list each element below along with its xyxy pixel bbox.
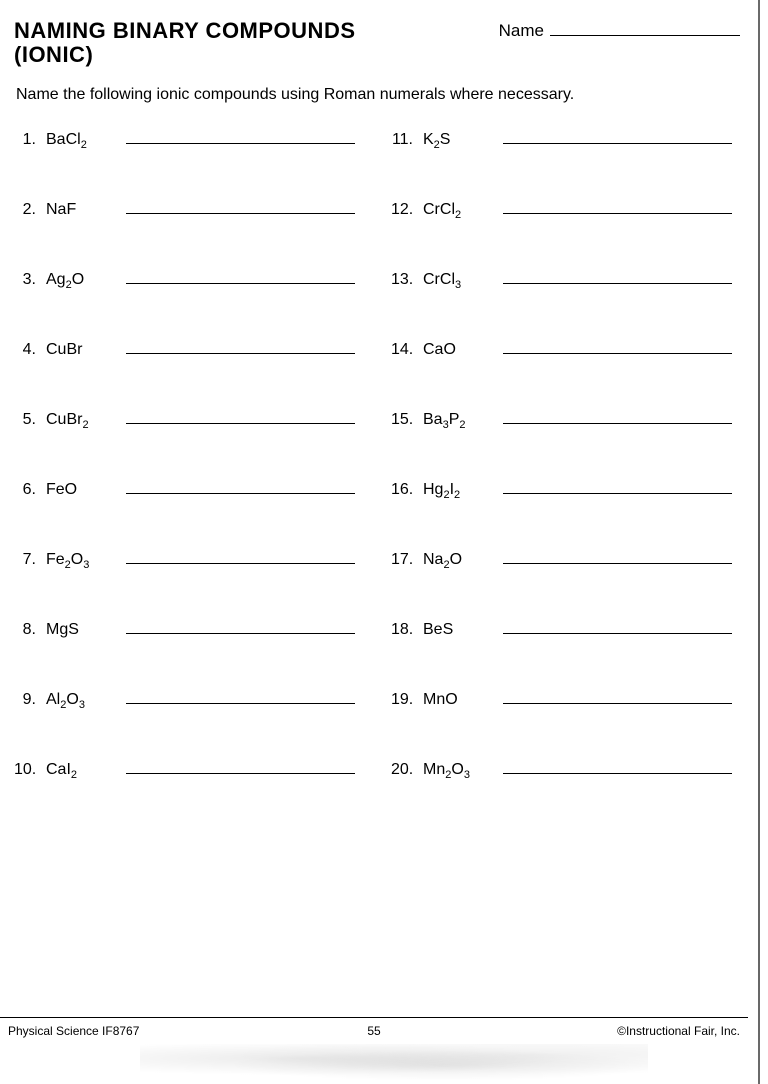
problem-number: 2. [14,201,42,219]
problem-row: 5.CuBr2 [14,410,363,480]
problem-row: 4.CuBr [14,340,363,410]
answer-blank-line[interactable] [503,550,732,564]
problem-number: 14. [391,341,419,359]
problem-row: 8.MgS [14,620,363,690]
right-column: 11.K2S12.CrCl213.CrCl314.CaO15.Ba3P216.H… [391,130,740,830]
title-line-1: NAMING BINARY COMPOUNDS [14,18,459,44]
chemical-formula: BeS [419,621,497,639]
problem-number: 16. [391,481,419,499]
problem-row: 20.Mn2O3 [391,760,740,830]
answer-blank-line[interactable] [126,200,355,214]
answer-blank-line[interactable] [126,270,355,284]
chemical-formula: MgS [42,621,120,639]
footer-left: Physical Science IF8767 [8,1024,252,1038]
problem-number: 10. [14,761,42,779]
problem-row: 1.BaCl2 [14,130,363,200]
chemical-formula: CrCl3 [419,271,497,291]
scan-edge-shadow [758,0,760,1084]
chemical-formula: Fe2O3 [42,551,120,571]
answer-blank-line[interactable] [503,410,732,424]
problem-number: 6. [14,481,42,499]
problem-number: 13. [391,271,419,289]
name-field: Name [499,20,740,41]
problem-row: 9.Al2O3 [14,690,363,760]
problem-number: 20. [391,761,419,779]
chemical-formula: Na2O [419,551,497,571]
problem-row: 16.Hg2I2 [391,480,740,550]
footer: Physical Science IF8767 55 ©Instructiona… [0,1024,748,1038]
answer-blank-line[interactable] [503,760,732,774]
answer-blank-line[interactable] [503,130,732,144]
answer-blank-line[interactable] [126,480,355,494]
problem-number: 5. [14,411,42,429]
problem-row: 6.FeO [14,480,363,550]
chemical-formula: CuBr2 [42,411,120,431]
answer-blank-line[interactable] [126,410,355,424]
problem-number: 15. [391,411,419,429]
chemical-formula: MnO [419,691,497,709]
name-label: Name [499,21,544,41]
scan-smudge [140,1044,648,1080]
footer-right: ©Instructional Fair, Inc. [496,1024,740,1038]
answer-blank-line[interactable] [126,340,355,354]
problem-row: 11.K2S [391,130,740,200]
problem-row: 17.Na2O [391,550,740,620]
header-row: NAMING BINARY COMPOUNDS (IONIC) Name [14,18,740,68]
problem-number: 12. [391,201,419,219]
answer-blank-line[interactable] [503,270,732,284]
chemical-formula: Ag2O [42,271,120,291]
chemical-formula: CuBr [42,341,120,359]
problem-row: 14.CaO [391,340,740,410]
answer-blank-line[interactable] [126,620,355,634]
problem-number: 11. [391,131,419,149]
problem-row: 2.NaF [14,200,363,270]
problem-number: 17. [391,551,419,569]
problem-number: 7. [14,551,42,569]
chemical-formula: Hg2I2 [419,481,497,501]
problem-columns: 1.BaCl22.NaF3.Ag2O4.CuBr5.CuBr26.FeO7.Fe… [14,130,740,830]
problem-number: 4. [14,341,42,359]
answer-blank-line[interactable] [126,130,355,144]
problem-number: 18. [391,621,419,639]
footer-page-number: 55 [252,1024,496,1038]
instruction-text: Name the following ionic compounds using… [14,86,740,104]
answer-blank-line[interactable] [503,480,732,494]
left-column: 1.BaCl22.NaF3.Ag2O4.CuBr5.CuBr26.FeO7.Fe… [14,130,363,830]
chemical-formula: Ba3P2 [419,411,497,431]
title-block: NAMING BINARY COMPOUNDS (IONIC) [14,18,459,68]
problem-row: 3.Ag2O [14,270,363,340]
problem-number: 9. [14,691,42,709]
name-blank-line[interactable] [550,20,740,36]
problem-number: 8. [14,621,42,639]
answer-blank-line[interactable] [126,690,355,704]
footer-rule [0,1017,748,1018]
chemical-formula: NaF [42,201,120,219]
chemical-formula: Mn2O3 [419,761,497,781]
problem-row: 12.CrCl2 [391,200,740,270]
answer-blank-line[interactable] [126,760,355,774]
problem-row: 18.BeS [391,620,740,690]
problem-row: 7.Fe2O3 [14,550,363,620]
chemical-formula: CrCl2 [419,201,497,221]
problem-row: 13.CrCl3 [391,270,740,340]
problem-row: 15.Ba3P2 [391,410,740,480]
answer-blank-line[interactable] [503,340,732,354]
chemical-formula: K2S [419,131,497,151]
problem-number: 1. [14,131,42,149]
problem-row: 19.MnO [391,690,740,760]
answer-blank-line[interactable] [503,620,732,634]
problem-number: 3. [14,271,42,289]
chemical-formula: CaO [419,341,497,359]
chemical-formula: FeO [42,481,120,499]
problem-number: 19. [391,691,419,709]
chemical-formula: Al2O3 [42,691,120,711]
chemical-formula: BaCl2 [42,131,120,151]
answer-blank-line[interactable] [126,550,355,564]
answer-blank-line[interactable] [503,690,732,704]
title-line-2: (IONIC) [14,42,459,68]
chemical-formula: CaI2 [42,761,120,781]
answer-blank-line[interactable] [503,200,732,214]
problem-row: 10.CaI2 [14,760,363,830]
